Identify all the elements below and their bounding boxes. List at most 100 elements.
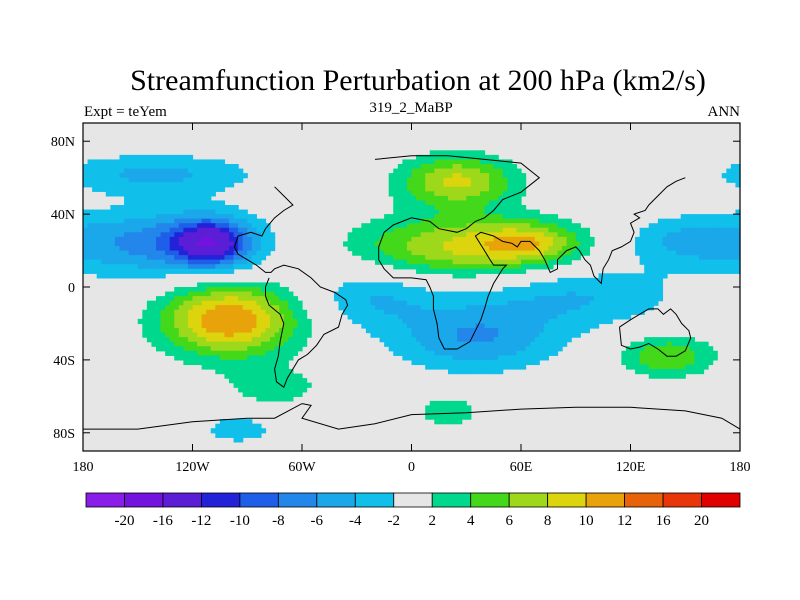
contour-cell	[142, 232, 148, 238]
contour-cell	[461, 150, 467, 156]
contour-cell	[165, 173, 171, 179]
contour-cell	[598, 309, 604, 315]
contour-cell	[142, 159, 148, 165]
contour-cell	[448, 337, 454, 343]
contour-cell	[621, 350, 627, 356]
contour-cell	[365, 223, 372, 229]
contour-cell	[279, 387, 285, 393]
contour-cell	[712, 214, 718, 220]
contour-cell	[521, 300, 527, 306]
contour-cell	[493, 182, 499, 188]
contour-cell	[521, 191, 527, 197]
contour-cell	[110, 164, 116, 170]
contour-cell	[566, 277, 572, 284]
contour-cell	[552, 218, 559, 224]
contour-cell	[183, 314, 189, 320]
contour-cell	[639, 227, 645, 233]
contour-cell	[648, 337, 654, 343]
contour-cell	[206, 191, 212, 197]
contour-cell	[146, 214, 153, 220]
contour-cell	[388, 309, 394, 315]
contour-cell	[110, 182, 116, 188]
contour-cell	[621, 291, 627, 297]
contour-cell	[525, 323, 531, 329]
contour-cell	[612, 282, 618, 288]
contour-cell	[630, 273, 636, 279]
contour-cell	[498, 255, 504, 261]
contour-cell	[730, 173, 737, 179]
contour-cell	[402, 232, 408, 238]
chart-title: Streamfunction Perturbation at 200 hPa (…	[130, 64, 706, 97]
contour-cell	[525, 287, 531, 293]
contour-cell	[484, 291, 490, 297]
contour-cell	[589, 241, 595, 247]
contour-cell	[256, 282, 262, 288]
contour-cell	[124, 159, 130, 165]
contour-cell	[83, 164, 89, 170]
contour-cell	[489, 168, 495, 174]
contour-cell	[210, 346, 216, 352]
contour-cell	[215, 227, 221, 233]
contour-cell	[452, 341, 458, 347]
contour-cell	[178, 300, 184, 306]
contour-cell	[201, 337, 207, 343]
contour-cell	[680, 218, 686, 224]
contour-cell	[96, 236, 102, 243]
contour-cell	[174, 227, 180, 233]
contour-cell	[384, 282, 390, 288]
contour-cell	[502, 177, 508, 183]
contour-cell	[101, 232, 107, 238]
contour-cell	[224, 236, 230, 243]
contour-cell	[288, 323, 294, 329]
contour-cell	[283, 332, 289, 338]
contour-cell	[534, 259, 540, 265]
contour-cell	[539, 318, 545, 325]
contour-cell	[694, 218, 700, 224]
contour-cell	[571, 323, 577, 329]
contour-cell	[411, 182, 417, 188]
colorbar-swatch	[354, 492, 395, 508]
contour-cell	[466, 182, 472, 188]
contour-cell	[238, 214, 244, 220]
contour-cell	[242, 223, 248, 229]
contour-cell	[425, 337, 431, 343]
contour-cell	[402, 355, 408, 361]
contour-cell	[178, 173, 184, 179]
contour-cell	[251, 236, 257, 243]
contour-cell	[470, 191, 476, 197]
contour-cell	[233, 282, 239, 288]
contour-cell	[156, 273, 162, 279]
contour-cell	[502, 309, 508, 315]
contour-cell	[183, 168, 189, 174]
contour-cell	[443, 205, 449, 211]
contour-cell	[539, 332, 545, 338]
contour-cell	[502, 296, 508, 302]
contour-cell	[511, 173, 518, 179]
contour-cell	[279, 396, 285, 402]
contour-cell	[206, 241, 212, 247]
contour-cell	[689, 350, 695, 356]
contour-cell	[224, 332, 230, 338]
contour-cell	[653, 346, 659, 352]
contour-cell	[406, 159, 413, 165]
contour-cell	[92, 255, 98, 261]
contour-cell	[429, 200, 435, 206]
contour-cell	[662, 259, 668, 265]
contour-cell	[279, 314, 285, 320]
contour-cell	[251, 346, 257, 352]
contour-cell	[210, 186, 216, 192]
contour-cell	[448, 419, 454, 425]
contour-cell	[598, 291, 604, 297]
contour-cell	[201, 291, 207, 297]
contour-cell	[416, 241, 422, 247]
contour-cell	[607, 318, 613, 325]
contour-cell	[183, 154, 189, 161]
contour-cell	[224, 419, 230, 425]
contour-cell	[256, 287, 262, 293]
contour-cell	[251, 232, 257, 238]
contour-cell	[233, 205, 239, 211]
contour-cell	[229, 168, 235, 174]
contour-cell	[425, 296, 431, 302]
contour-cell	[119, 159, 125, 165]
contour-cell	[192, 332, 198, 338]
